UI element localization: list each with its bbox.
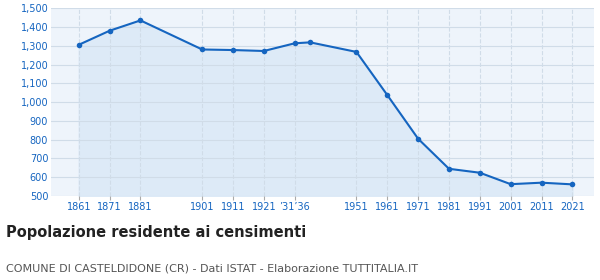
Point: [537, 180, 547, 185]
Point: [413, 137, 423, 141]
Point: [305, 40, 315, 45]
Point: [105, 29, 115, 33]
Point: [444, 167, 454, 171]
Point: [197, 47, 207, 52]
Point: [74, 43, 83, 47]
Point: [259, 49, 269, 53]
Point: [382, 93, 392, 97]
Point: [568, 182, 577, 186]
Text: COMUNE DI CASTELDIDONE (CR) - Dati ISTAT - Elaborazione TUTTITALIA.IT: COMUNE DI CASTELDIDONE (CR) - Dati ISTAT…: [6, 263, 418, 273]
Point: [136, 18, 145, 23]
Point: [290, 41, 299, 46]
Point: [506, 182, 515, 186]
Point: [228, 48, 238, 52]
Point: [352, 50, 361, 54]
Text: Popolazione residente ai censimenti: Popolazione residente ai censimenti: [6, 225, 306, 241]
Point: [475, 171, 485, 175]
